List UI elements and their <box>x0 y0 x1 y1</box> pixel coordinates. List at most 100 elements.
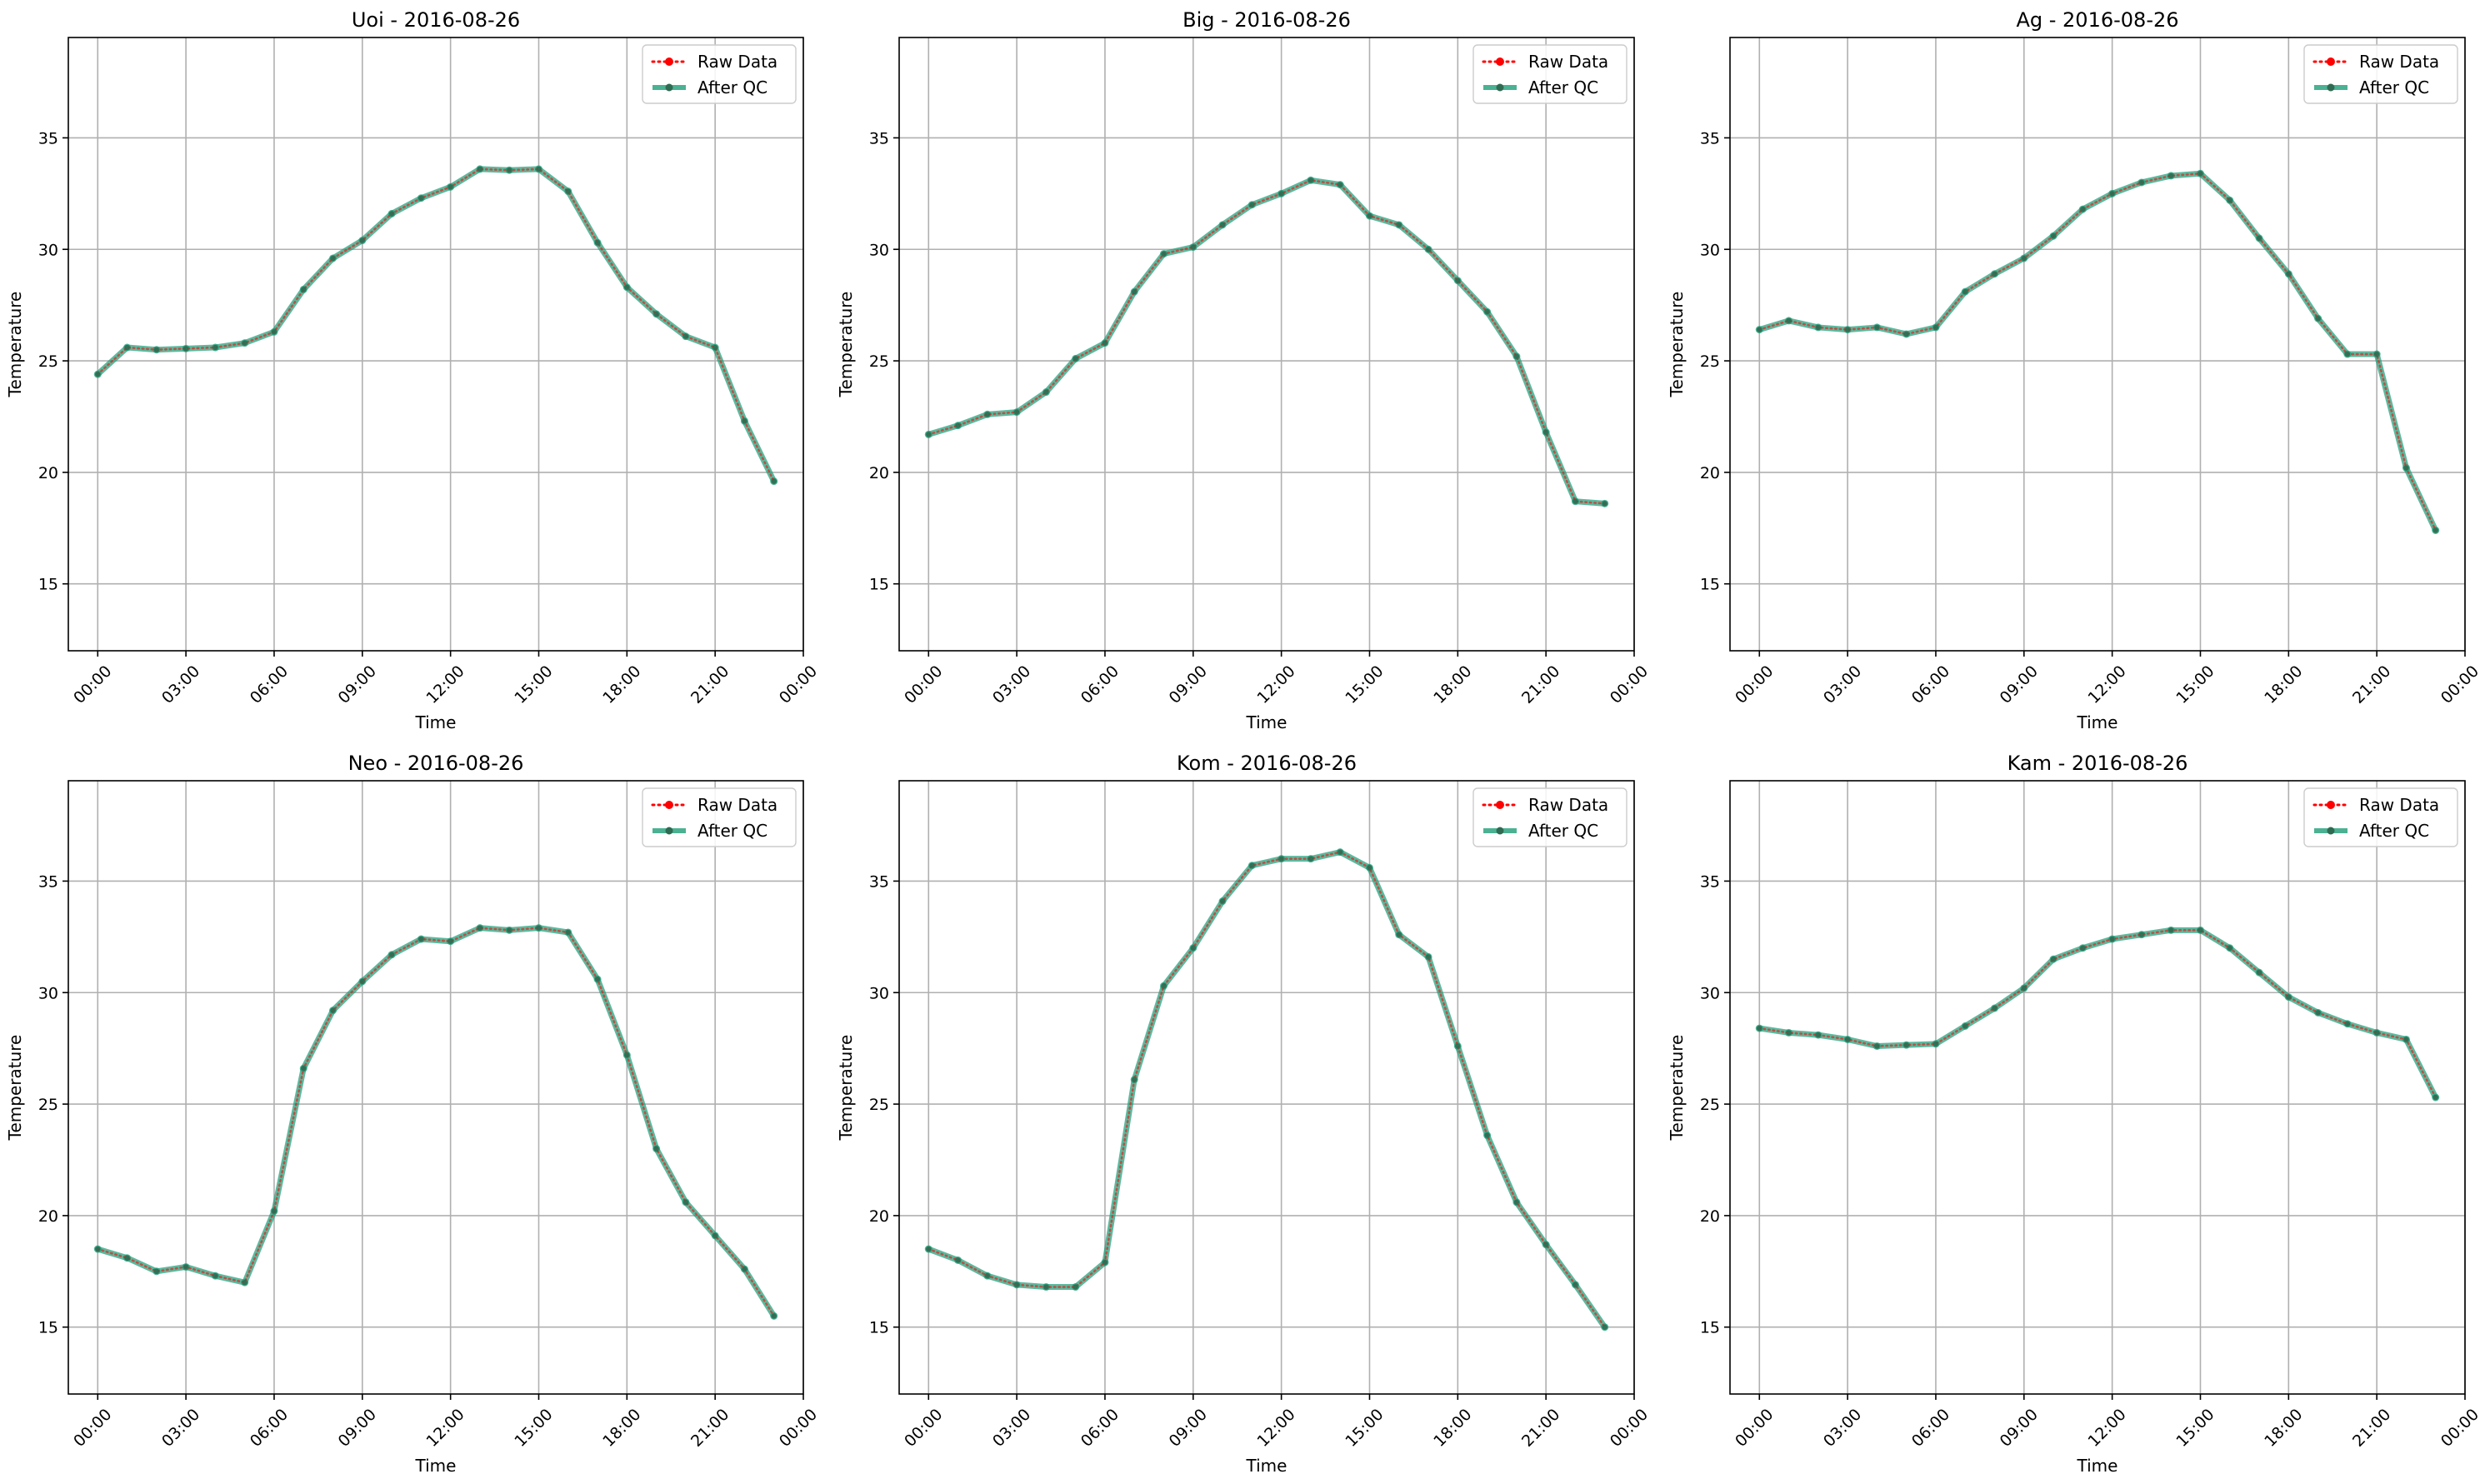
data-point-raw-data <box>1367 212 1372 219</box>
x-tick-label: 09:00 <box>1997 1406 2042 1451</box>
data-point-raw-data <box>418 936 424 942</box>
legend-marker-after-qc <box>665 83 673 92</box>
y-tick-label: 25 <box>1700 1096 1720 1114</box>
data-point-raw-data <box>448 184 453 190</box>
subplot-title: Uoi - 2016-08-26 <box>352 8 520 32</box>
axes-frame <box>1729 37 2466 652</box>
x-tick-label: 12:00 <box>2085 662 2130 707</box>
x-tick-label: 09:00 <box>1166 662 1211 707</box>
x-tick-label: 21:00 <box>688 1406 732 1451</box>
data-point-raw-data <box>1962 1023 1968 1029</box>
x-tick-label: 00:00 <box>2438 1406 2482 1451</box>
data-point-raw-data <box>1043 389 1049 395</box>
y-tick-label: 25 <box>869 1096 889 1114</box>
subplot-5: 00:00 03:00 06:00 09:00 12:00 15:00 18:00 21:00… <box>836 752 1652 1476</box>
data-point-raw-data <box>1425 954 1432 960</box>
x-axis-label: Time <box>2077 1456 2118 1476</box>
series-line-raw-data <box>96 167 776 482</box>
data-point-raw-data <box>712 344 718 351</box>
subplot-title: Kom - 2016-08-26 <box>1177 752 1357 775</box>
data-point-raw-data <box>536 166 542 172</box>
data-point-raw-data <box>1874 324 1880 331</box>
series-raw-data <box>1757 927 2438 1101</box>
y-tick-label: 20 <box>38 1207 58 1226</box>
subplot-4: 00:00 03:00 06:00 09:00 12:00 15:00 18:00 21:00… <box>5 752 821 1476</box>
data-point-raw-data <box>2344 351 2351 357</box>
plot-area <box>1730 781 2465 1394</box>
y-axis-ticks: 15 20 25 30 35 <box>869 872 899 1337</box>
x-tick-label: 00:00 <box>1732 662 1777 707</box>
data-point-raw-data <box>271 1208 278 1214</box>
legend: Raw Data After QC <box>642 44 797 104</box>
data-point-raw-data <box>1102 1259 1108 1266</box>
y-tick-label: 35 <box>38 872 58 891</box>
data-point-raw-data <box>2109 191 2115 197</box>
x-tick-label: 03:00 <box>989 662 1034 707</box>
x-axis-label: Time <box>1246 712 1288 732</box>
data-point-raw-data <box>301 287 307 292</box>
data-point-raw-data <box>2080 206 2086 212</box>
x-tick-label: 06:00 <box>1078 1406 1122 1451</box>
legend-label-raw-data: Raw Data <box>698 52 778 72</box>
data-point-raw-data <box>2432 1094 2438 1101</box>
data-point-raw-data <box>2109 936 2115 942</box>
subplot-1: 00:00 03:00 06:00 09:00 12:00 15:00 18:00 21:00… <box>5 8 821 732</box>
x-tick-label: 03:00 <box>1820 662 1865 707</box>
data-point-raw-data <box>1874 1043 1880 1049</box>
y-tick-label: 30 <box>1700 984 1720 1002</box>
data-point-raw-data <box>742 1266 748 1272</box>
data-point-raw-data <box>2432 527 2438 533</box>
legend-label-raw-data: Raw Data <box>698 795 778 815</box>
plot-area <box>1730 37 2465 651</box>
axes-frame <box>68 37 804 652</box>
x-tick-label: 00:00 <box>776 1406 821 1451</box>
data-point-raw-data <box>742 418 748 424</box>
data-point-raw-data <box>359 978 365 985</box>
data-point-raw-data <box>2080 945 2086 951</box>
data-point-raw-data <box>448 938 453 944</box>
data-point-raw-data <box>1992 1005 1998 1012</box>
data-point-raw-data <box>565 188 571 194</box>
grid <box>68 37 804 651</box>
series-raw-data <box>926 177 1608 507</box>
data-point-raw-data <box>1992 271 1998 277</box>
x-tick-label: 18:00 <box>599 1406 644 1451</box>
data-point-raw-data <box>153 1268 160 1275</box>
data-point-raw-data <box>1757 327 1762 332</box>
plot-area <box>68 781 803 1394</box>
data-point-raw-data <box>1513 353 1520 359</box>
data-point-raw-data <box>1932 324 1939 331</box>
data-point-raw-data <box>1013 1282 1020 1288</box>
legend-label-after-qc: After QC <box>1528 821 1598 841</box>
data-point-raw-data <box>1513 1199 1520 1206</box>
data-point-raw-data <box>2138 179 2145 186</box>
data-point-raw-data <box>1815 324 1822 331</box>
data-point-raw-data <box>653 1146 659 1152</box>
subplot-title: Neo - 2016-08-26 <box>348 752 524 775</box>
data-point-raw-data <box>1572 498 1578 504</box>
data-point-raw-data <box>984 412 991 417</box>
y-axis-label: Temperature <box>5 1035 25 1142</box>
data-point-raw-data <box>301 1066 307 1072</box>
series-line-raw-data <box>927 178 1607 505</box>
legend-label-after-qc: After QC <box>698 77 768 97</box>
data-point-raw-data <box>1932 1041 1939 1047</box>
data-point-raw-data <box>212 1272 218 1279</box>
data-point-raw-data <box>1455 277 1461 283</box>
y-tick-label: 35 <box>1700 872 1720 891</box>
data-point-raw-data <box>682 333 689 339</box>
subplot-2: 00:00 03:00 06:00 09:00 12:00 15:00 18:00 21:00… <box>836 8 1652 732</box>
y-axis-ticks: 15 20 25 30 35 <box>869 129 899 594</box>
data-point-raw-data <box>771 1313 777 1319</box>
axes-frame <box>68 780 804 1395</box>
x-tick-label: 12:00 <box>423 662 468 707</box>
y-axis-label: Temperature <box>836 292 856 398</box>
data-point-raw-data <box>212 344 218 351</box>
data-point-raw-data <box>242 340 248 346</box>
y-tick-label: 35 <box>869 872 889 891</box>
legend-marker-after-qc <box>665 827 673 835</box>
x-tick-label: 09:00 <box>335 662 380 707</box>
data-point-raw-data <box>2021 985 2027 992</box>
data-point-raw-data <box>1903 1042 1909 1048</box>
y-tick-label: 20 <box>1700 1207 1720 1226</box>
